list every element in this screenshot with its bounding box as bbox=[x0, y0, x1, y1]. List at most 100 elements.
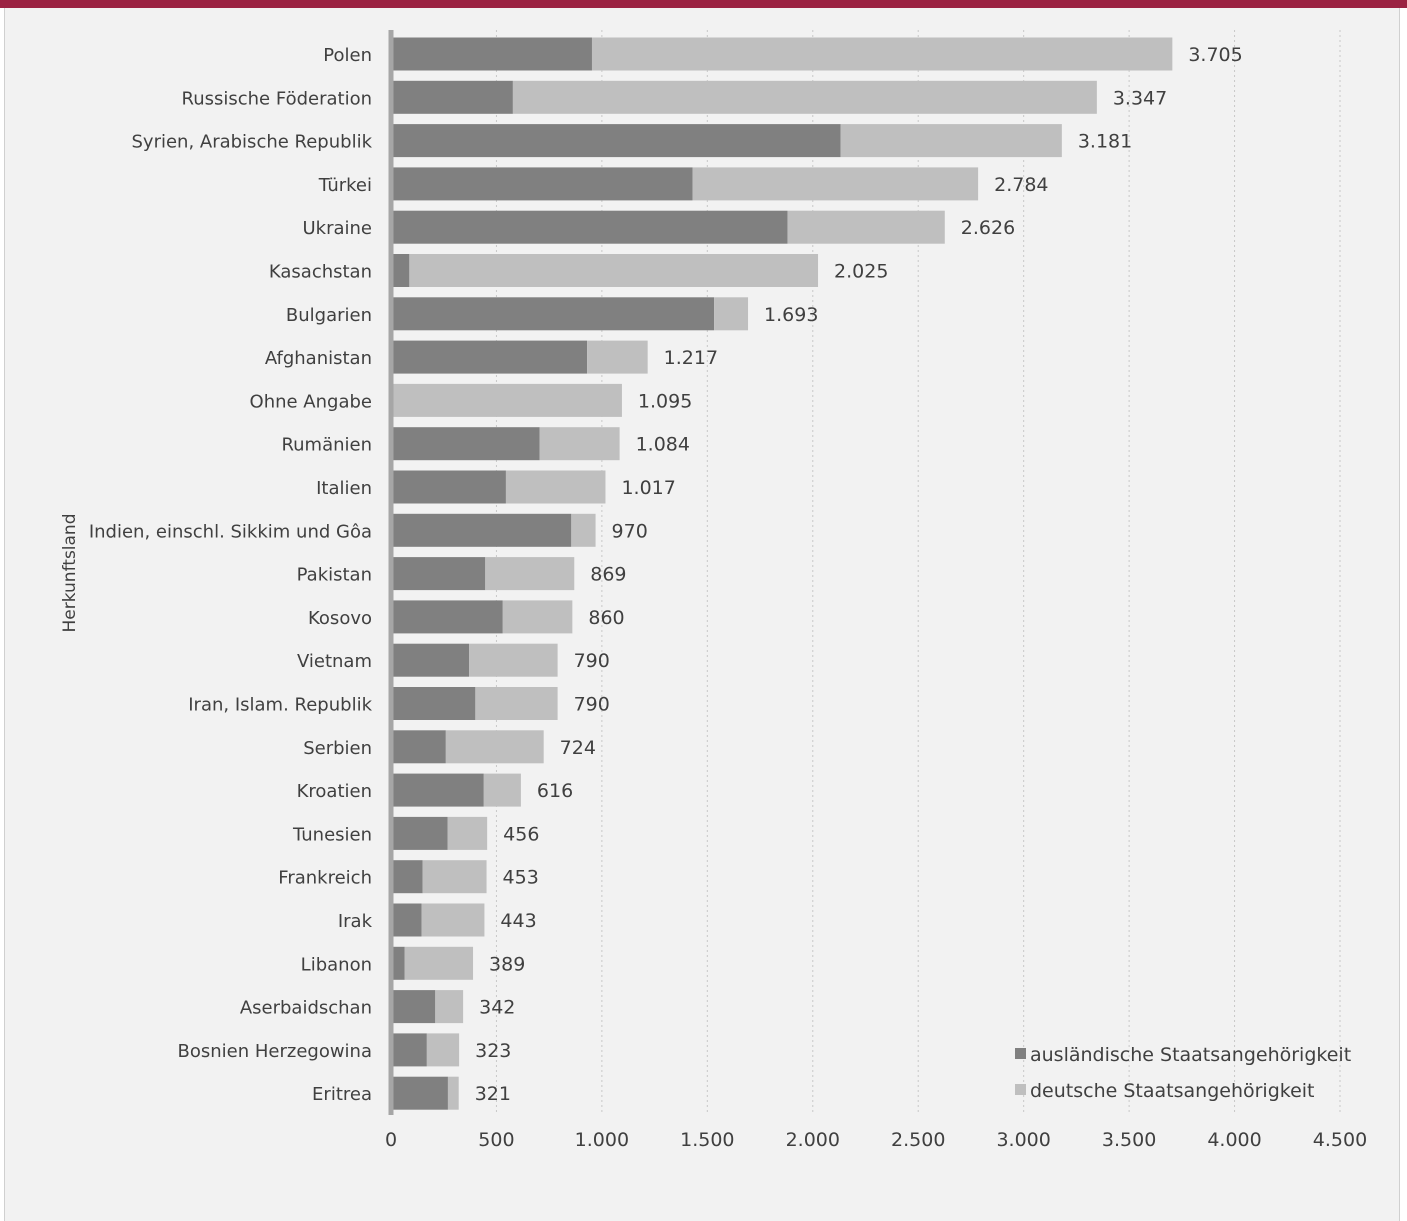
bar-segment-foreign bbox=[391, 773, 484, 807]
bar-segment-foreign bbox=[391, 946, 405, 980]
total-value-label: 342 bbox=[479, 997, 515, 1019]
bar-segment-foreign bbox=[391, 990, 436, 1024]
bar-segment-foreign bbox=[391, 124, 841, 158]
bar-segment-foreign bbox=[391, 600, 503, 634]
bar-segment-german bbox=[587, 340, 648, 374]
x-tick-label: 3.500 bbox=[1102, 1129, 1156, 1151]
legend-swatch-german bbox=[1015, 1084, 1026, 1095]
x-tick-label: 500 bbox=[478, 1129, 514, 1151]
total-value-label: 724 bbox=[560, 737, 596, 759]
y-axis-title: Herkunftsland bbox=[60, 513, 80, 632]
category-label: Russische Föderation bbox=[182, 88, 372, 109]
bar-segment-german bbox=[469, 643, 558, 677]
bar-segment-foreign bbox=[391, 80, 513, 114]
bar-segment-german bbox=[426, 1033, 460, 1067]
legend-swatch-foreign bbox=[1015, 1048, 1026, 1059]
category-label: Ukraine bbox=[302, 218, 372, 239]
bar-segment-german bbox=[445, 730, 544, 764]
category-label: Bosnien Herzegowina bbox=[178, 1041, 372, 1062]
bar-segment-foreign bbox=[391, 1076, 448, 1110]
bars-group bbox=[391, 37, 1173, 1110]
bar-segment-german bbox=[539, 427, 620, 461]
bar-segment-foreign bbox=[391, 557, 486, 591]
category-label: Rumänien bbox=[281, 435, 372, 456]
total-value-label: 2.025 bbox=[834, 261, 888, 283]
total-value-label: 1.084 bbox=[636, 434, 690, 456]
bar-segment-german bbox=[409, 254, 819, 287]
category-label: Indien, einschl. Sikkim und Gôa bbox=[89, 521, 372, 542]
bar-segment-foreign bbox=[391, 730, 446, 764]
bar-segment-german bbox=[502, 600, 573, 634]
bar-segment-german bbox=[692, 167, 979, 201]
bar-segment-foreign bbox=[391, 427, 540, 461]
total-value-labels: 3.705 3.347 3.181 2.784 2.626 2.025 1.693 1.217… bbox=[475, 44, 1243, 1105]
total-value-label: 616 bbox=[537, 780, 573, 802]
bar-segment-german bbox=[483, 773, 521, 807]
x-tick-label: 2.500 bbox=[891, 1129, 945, 1151]
total-value-label: 389 bbox=[489, 953, 525, 975]
total-value-label: 1.095 bbox=[638, 390, 692, 412]
total-value-label: 323 bbox=[475, 1040, 511, 1062]
bar-segment-german bbox=[485, 557, 575, 591]
bar-segment-foreign bbox=[391, 687, 476, 720]
bar-segment-foreign bbox=[391, 513, 572, 547]
category-label: Italien bbox=[316, 478, 372, 499]
bar-segment-german bbox=[447, 1076, 459, 1110]
total-value-label: 3.705 bbox=[1188, 44, 1242, 66]
category-label: Syrien, Arabische Republik bbox=[131, 132, 372, 153]
category-label: Tunesien bbox=[292, 824, 372, 845]
bar-segment-foreign bbox=[391, 470, 506, 504]
category-label: Vietnam bbox=[297, 651, 372, 672]
category-label: Polen bbox=[323, 45, 372, 66]
legend-label-foreign: ausländische Staatsangehörigkeit bbox=[1030, 1044, 1351, 1066]
category-label: Eritrea bbox=[312, 1084, 372, 1105]
total-value-label: 3.347 bbox=[1113, 87, 1167, 109]
bar-segment-german bbox=[421, 903, 485, 937]
total-value-label: 443 bbox=[500, 910, 536, 932]
category-label: Serbien bbox=[303, 738, 372, 759]
category-label: Libanon bbox=[301, 954, 372, 975]
total-value-label: 2.626 bbox=[961, 217, 1015, 239]
bar-segment-german bbox=[714, 297, 749, 331]
total-value-label: 456 bbox=[503, 823, 539, 845]
bar-segment-german bbox=[435, 990, 464, 1024]
bar-segment-german bbox=[505, 470, 606, 504]
bar-segment-german bbox=[571, 513, 596, 547]
category-label: Kasachstan bbox=[269, 262, 372, 283]
accent-bar bbox=[0, 0, 1407, 8]
bar-segment-german bbox=[591, 37, 1173, 71]
bar-segment-german bbox=[391, 383, 622, 417]
bar-segment-foreign bbox=[391, 254, 410, 287]
bar-segment-foreign bbox=[391, 643, 470, 677]
bar-segment-foreign bbox=[391, 210, 788, 244]
category-label: Ohne Angabe bbox=[250, 391, 372, 412]
bar-segment-foreign bbox=[391, 903, 422, 937]
bar-segment-foreign bbox=[391, 167, 693, 201]
x-tick-labels: 0 500 1.000 1.500 2.000 2.500 3.000 3.500 4.000 4… bbox=[385, 1129, 1367, 1151]
category-label: Türkei bbox=[318, 175, 372, 196]
category-label: Frankreich bbox=[278, 868, 372, 889]
legend-label-german: deutsche Staatsangehörigkeit bbox=[1030, 1080, 1315, 1102]
bar-segment-german bbox=[447, 816, 488, 850]
total-value-label: 869 bbox=[590, 564, 626, 586]
total-value-label: 970 bbox=[612, 520, 648, 542]
chart-frame bbox=[4, 0, 1400, 1221]
x-tick-label: 3.000 bbox=[996, 1129, 1050, 1151]
bar-segment-foreign bbox=[391, 816, 448, 850]
x-tick-label: 1.500 bbox=[680, 1129, 734, 1151]
x-tick-label: 0 bbox=[385, 1129, 397, 1151]
bar-segment-german bbox=[512, 80, 1097, 114]
category-label: Kroatien bbox=[297, 781, 372, 802]
bar-segment-foreign bbox=[391, 37, 592, 71]
bar-segment-german bbox=[787, 210, 945, 244]
x-tick-label: 1.000 bbox=[575, 1129, 629, 1151]
category-label: Pakistan bbox=[297, 565, 372, 586]
x-tick-label: 4.000 bbox=[1207, 1129, 1261, 1151]
category-label: Afghanistan bbox=[265, 348, 372, 369]
bar-segment-foreign bbox=[391, 340, 588, 374]
category-label: Kosovo bbox=[308, 608, 372, 629]
bar-segment-foreign bbox=[391, 860, 423, 894]
bar-segment-german bbox=[840, 124, 1062, 158]
category-label: Bulgarien bbox=[286, 305, 372, 326]
